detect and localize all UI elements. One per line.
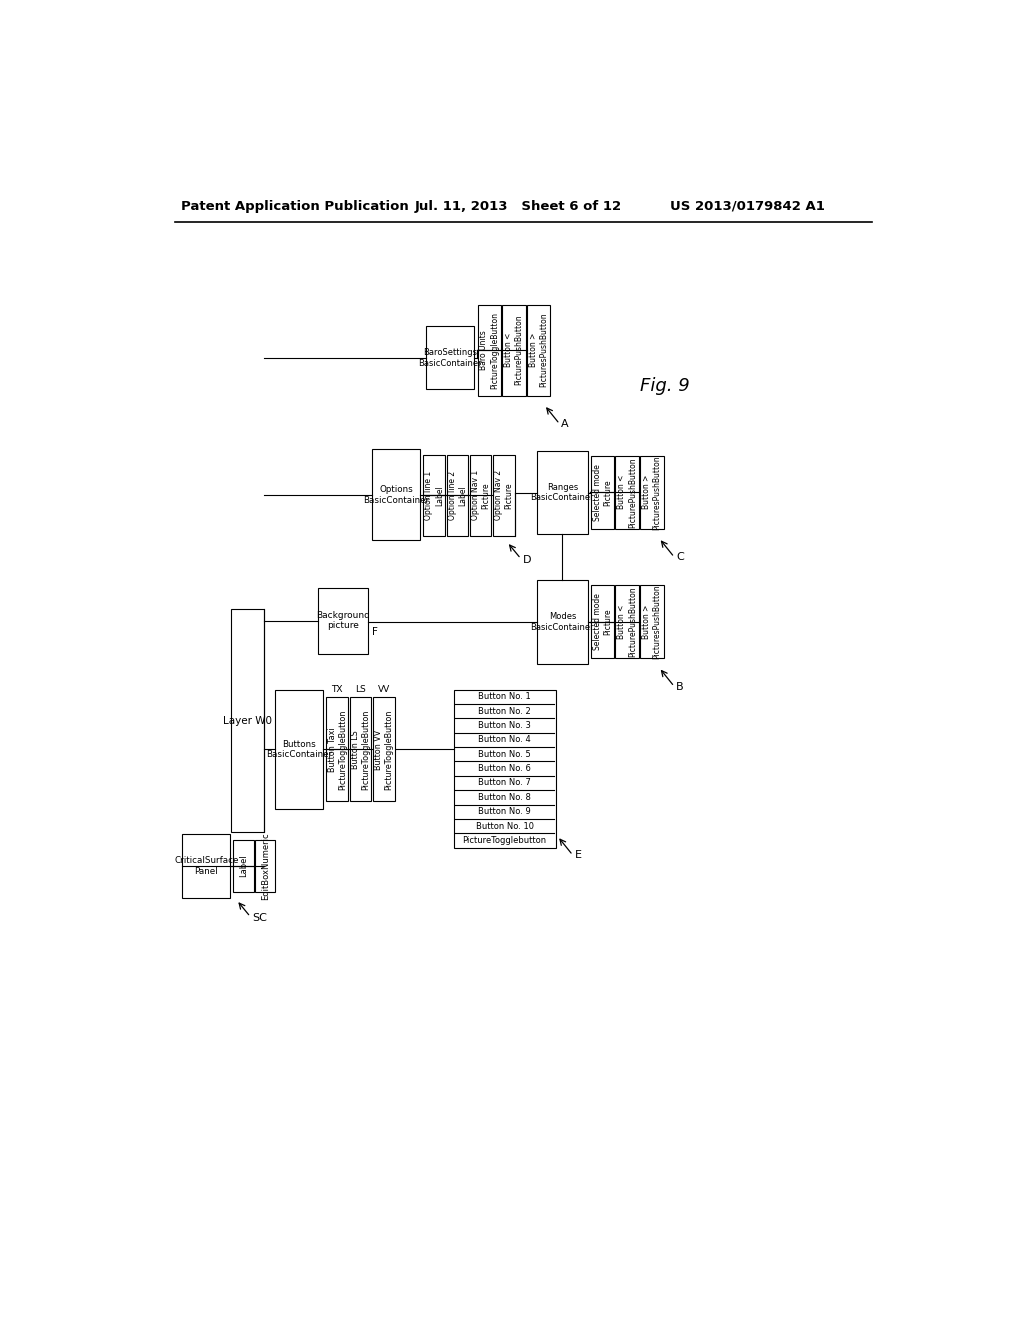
Text: C: C <box>676 552 684 562</box>
Text: Button Taxi
PictureToggleButton: Button Taxi PictureToggleButton <box>328 709 347 789</box>
Bar <box>373 697 394 801</box>
Bar <box>493 455 515 536</box>
Text: Fig. 9: Fig. 9 <box>640 376 689 395</box>
Text: Button No. 8: Button No. 8 <box>478 793 531 801</box>
Text: Button >
PicturesPushButton: Button > PicturesPushButton <box>529 313 549 388</box>
Text: CriticalSurface
Panel: CriticalSurface Panel <box>174 857 239 875</box>
Text: Button <
PicturePushButton: Button < PicturePushButton <box>617 457 637 528</box>
Text: Layer W0: Layer W0 <box>223 715 271 726</box>
Bar <box>477 305 501 396</box>
Text: LS: LS <box>355 685 366 693</box>
Text: Option Nav 1
Picture: Option Nav 1 Picture <box>471 470 490 520</box>
Text: Button No. 7: Button No. 7 <box>478 779 531 788</box>
Text: Baro Units
PictureToggleButton: Baro Units PictureToggleButton <box>479 312 499 388</box>
Text: US 2013/0179842 A1: US 2013/0179842 A1 <box>671 199 825 213</box>
Bar <box>591 455 614 529</box>
Bar <box>349 697 372 801</box>
Bar <box>327 697 348 801</box>
Text: Button VV
PictureToggleButton: Button VV PictureToggleButton <box>374 709 393 789</box>
Text: Option Nav 2
Picture: Option Nav 2 Picture <box>495 470 514 520</box>
Bar <box>615 455 639 529</box>
Text: Button No. 1: Button No. 1 <box>478 693 531 701</box>
Bar <box>423 455 445 536</box>
Text: PictureTogglebutton: PictureTogglebutton <box>463 836 547 845</box>
Text: Button No. 2: Button No. 2 <box>478 706 531 715</box>
Text: Buttons
BasicContainer: Buttons BasicContainer <box>266 739 333 759</box>
Text: VV: VV <box>378 685 390 693</box>
Text: Options
BasicContainer: Options BasicContainer <box>364 486 429 504</box>
Text: Button No. 4: Button No. 4 <box>478 735 531 744</box>
Bar <box>233 840 254 892</box>
Text: BaroSettings
BasicContainer: BaroSettings BasicContainer <box>419 348 482 367</box>
Bar <box>470 455 492 536</box>
Bar <box>231 609 263 832</box>
Bar <box>317 589 369 653</box>
Text: EditBoxNumeric: EditBoxNumeric <box>261 832 269 900</box>
Text: Option line 2
Label: Option line 2 Label <box>447 471 467 520</box>
Bar <box>591 585 614 659</box>
Bar <box>615 585 639 659</box>
Text: Label: Label <box>239 854 248 878</box>
Text: Ranges
BasicContainer: Ranges BasicContainer <box>530 483 594 503</box>
Text: Button No. 10: Button No. 10 <box>476 821 534 830</box>
Text: Patent Application Publication: Patent Application Publication <box>180 199 409 213</box>
Bar <box>538 451 588 535</box>
Text: Button LS
PictureToggleButton: Button LS PictureToggleButton <box>351 709 371 789</box>
Text: E: E <box>574 850 582 861</box>
Text: Selected mode
Picture: Selected mode Picture <box>593 593 612 649</box>
Bar <box>275 689 324 809</box>
Text: Modes
BasicContainer: Modes BasicContainer <box>530 612 594 632</box>
Bar <box>503 305 525 396</box>
Text: Button <
PicturePushButton: Button < PicturePushButton <box>504 314 523 385</box>
Text: Button No. 3: Button No. 3 <box>478 721 531 730</box>
Bar <box>426 326 474 389</box>
Text: Button No. 5: Button No. 5 <box>478 750 531 759</box>
Text: Jul. 11, 2013   Sheet 6 of 12: Jul. 11, 2013 Sheet 6 of 12 <box>415 199 622 213</box>
Bar <box>538 581 588 664</box>
Bar <box>182 834 230 898</box>
Bar <box>640 455 664 529</box>
Text: Button <
PicturePushButton: Button < PicturePushButton <box>617 586 637 657</box>
Text: Button No. 9: Button No. 9 <box>478 807 531 816</box>
Text: D: D <box>522 556 531 565</box>
Bar <box>255 840 275 892</box>
Text: B: B <box>676 681 684 692</box>
Text: Button >
PicturesPushButton: Button > PicturesPushButton <box>642 455 662 529</box>
Bar <box>527 305 550 396</box>
Bar <box>454 689 556 847</box>
Bar <box>640 585 664 659</box>
Text: Background
picture: Background picture <box>316 611 370 631</box>
Text: Option line 1
Label: Option line 1 Label <box>424 471 443 520</box>
Text: TX: TX <box>332 685 343 693</box>
Text: Button >
PicturesPushButton: Button > PicturesPushButton <box>642 585 662 659</box>
Text: F: F <box>372 627 378 638</box>
Text: Selected mode
Picture: Selected mode Picture <box>593 463 612 520</box>
Bar <box>446 455 468 536</box>
Text: SC: SC <box>252 913 267 924</box>
Text: Button No. 6: Button No. 6 <box>478 764 531 774</box>
Text: A: A <box>561 418 569 429</box>
Bar <box>372 450 420 540</box>
